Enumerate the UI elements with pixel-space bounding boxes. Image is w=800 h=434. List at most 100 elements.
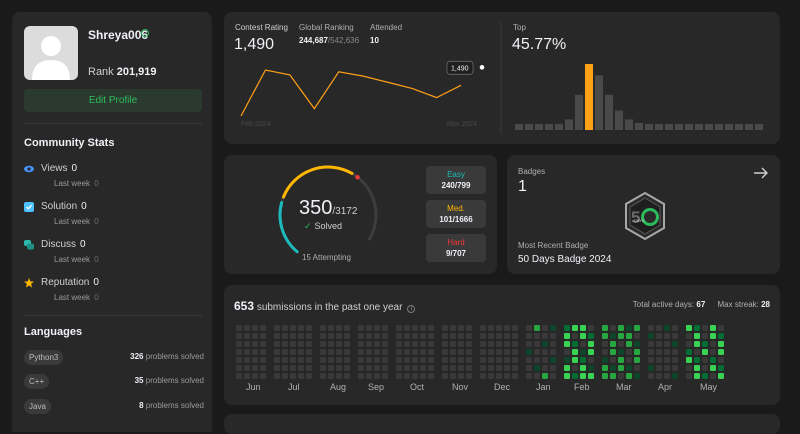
easy-box[interactable]: Easy 240/799 <box>426 166 486 194</box>
avatar[interactable] <box>24 26 78 80</box>
heatmap-cell <box>718 333 724 339</box>
easy-value: 240/799 <box>441 181 471 190</box>
histogram-bar <box>675 124 683 130</box>
heatmap-cell <box>488 333 494 339</box>
histogram-bar <box>575 94 583 130</box>
progress-ring[interactable] <box>224 155 424 274</box>
heatmap-cell <box>610 349 616 355</box>
heatmap-cell <box>366 333 372 339</box>
submission-heatmap[interactable]: Jun Jul Aug Sep Oct Nov Dec Jan Feb Mar Apr May <box>224 285 780 405</box>
heatmap-cell <box>710 325 716 331</box>
global-ranking-value: 244,687/542,636 <box>299 36 359 45</box>
heatmap-cell <box>588 373 594 379</box>
language-count-suffix: problems solved <box>145 401 204 410</box>
ranking-value: 244,687 <box>299 36 328 45</box>
heatmap-cell <box>252 373 258 379</box>
histogram-bar <box>585 64 593 130</box>
heatmap-cell <box>358 365 364 371</box>
stat-label: Solution <box>41 201 78 212</box>
language-row: Python3 326 problems solved <box>24 350 204 366</box>
heatmap-cell <box>694 365 700 371</box>
histogram-bar <box>645 124 653 130</box>
heatmap-cell <box>450 333 456 339</box>
heatmap-cell <box>512 349 518 355</box>
heatmap-cell <box>686 365 692 371</box>
info-icon[interactable]: i <box>407 305 416 313</box>
heatmap-cell <box>672 341 678 347</box>
histogram-bar <box>655 124 663 130</box>
heatmap-cell <box>320 341 326 347</box>
heatmap-cell <box>694 349 700 355</box>
50-days-badge-icon[interactable]: 5 DAYS <box>621 191 669 241</box>
heatmap-cell <box>580 349 586 355</box>
language-row: C++ 35 problems solved <box>24 374 204 390</box>
histogram <box>515 64 763 130</box>
histogram-bar <box>635 122 643 130</box>
heatmap-cell <box>290 357 296 363</box>
heatmap-cell <box>512 333 518 339</box>
heatmap-cell <box>634 341 640 347</box>
language-tag[interactable]: Python3 <box>24 350 64 365</box>
heatmap-cell <box>648 325 654 331</box>
heatmap-cell <box>542 365 548 371</box>
heatmap-cell <box>244 325 250 331</box>
heatmap-cell <box>664 341 670 347</box>
month-label: May <box>700 382 718 392</box>
histogram-bar <box>725 124 733 130</box>
hard-dot <box>355 174 360 180</box>
hard-value: 9/707 <box>445 249 467 258</box>
heatmap-cell <box>564 333 570 339</box>
heatmap-cell <box>526 333 532 339</box>
heatmap-cell <box>274 341 280 347</box>
heatmap-cell <box>480 333 486 339</box>
heatmap-cell <box>428 341 434 347</box>
heatmap-cell <box>320 325 326 331</box>
heatmap-cell <box>686 349 692 355</box>
heatmap-cell <box>366 325 372 331</box>
heatmap-cell <box>504 341 510 347</box>
heatmap-cell <box>382 333 388 339</box>
heatmap-cell <box>244 349 250 355</box>
submissions-text: submissions in the past one year <box>256 302 403 313</box>
easy-arc <box>278 201 299 254</box>
rank-label: Rank <box>88 66 114 78</box>
heatmap-cell <box>274 349 280 355</box>
heatmap-cell <box>260 349 266 355</box>
heatmap-cell <box>260 373 266 379</box>
stat-sub-value: 0 <box>94 179 99 188</box>
hard-box[interactable]: Hard 9/707 <box>426 234 486 262</box>
heatmap-cell <box>306 325 312 331</box>
heatmap-cell <box>618 365 624 371</box>
heatmap-cell <box>344 373 350 379</box>
heatmap-cell <box>550 341 556 347</box>
arrow-right-icon[interactable] <box>753 166 769 180</box>
active-days-label: Total active days: <box>632 300 695 309</box>
heatmap-cell <box>442 365 448 371</box>
edit-profile-button[interactable]: Edit Profile <box>24 89 202 112</box>
heatmap-cell <box>252 341 258 347</box>
contest-rating-value: 1,490 <box>234 36 275 53</box>
heatmap-cell <box>504 325 510 331</box>
language-tag[interactable]: Java <box>24 399 51 414</box>
heatmap-cell <box>306 333 312 339</box>
heatmap-cell <box>450 349 456 355</box>
heatmap-cell <box>626 325 632 331</box>
heatmap-cell <box>290 349 296 355</box>
heatmap-cell <box>374 365 380 371</box>
heatmap-cell <box>396 349 402 355</box>
heatmap-cell <box>344 365 350 371</box>
heatmap-cell <box>366 357 372 363</box>
heatmap-cell <box>428 373 434 379</box>
heatmap-cell <box>404 325 410 331</box>
medium-box[interactable]: Med. 101/1666 <box>426 200 486 228</box>
heatmap-cell <box>572 365 578 371</box>
heatmap-cell <box>526 325 532 331</box>
month-label: Feb <box>574 382 590 392</box>
rating-chart[interactable]: 1,490 Feb 2024 Nov 2024 <box>224 12 780 144</box>
language-tag[interactable]: C++ <box>24 374 50 389</box>
heatmap-cell <box>244 333 250 339</box>
heatmap-cell <box>442 325 448 331</box>
heatmap-cell <box>274 325 280 331</box>
stat-sub-label: Last week <box>54 293 91 302</box>
heatmap-cell <box>336 365 342 371</box>
